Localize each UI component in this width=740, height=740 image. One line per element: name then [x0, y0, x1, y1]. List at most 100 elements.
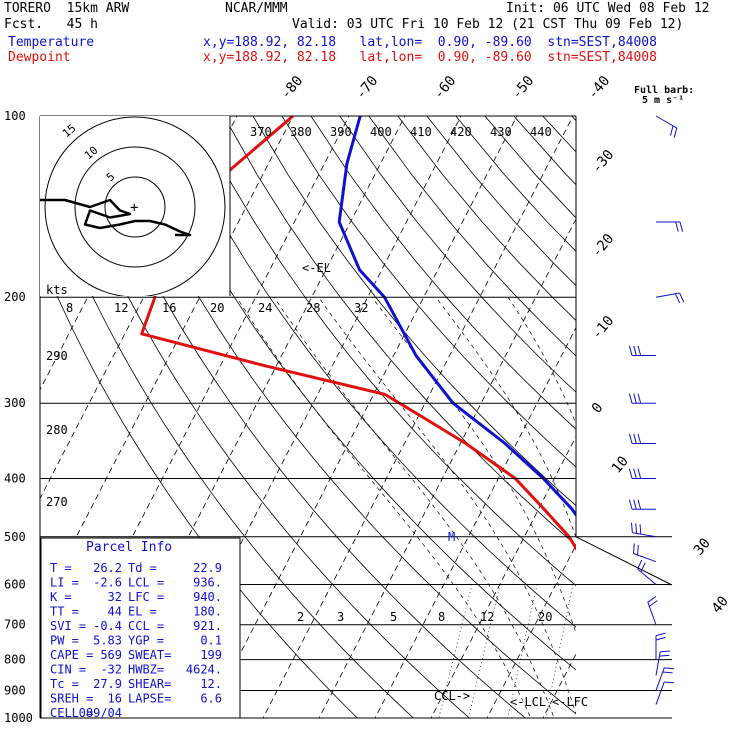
dewpoint-location: x,y=188.92, 82.18 lat,lon= 0.90, -89.60 … — [203, 50, 657, 65]
moist-adiabat — [318, 296, 576, 715]
valid-time: Valid: 03 UTC Fri 10 Feb 12 (21 CST Thu … — [292, 17, 684, 32]
parcel-info-key: CIN = — [50, 663, 86, 677]
annotation-label: M — [448, 530, 455, 544]
dry-adiabat — [165, 116, 576, 628]
wind-barb-flag — [664, 667, 675, 670]
parcel-info-key: LFC = — [128, 590, 164, 604]
pressure-tick-label: 500 — [4, 530, 26, 544]
wind-barb-flag — [648, 600, 658, 607]
wind-barb-flag — [628, 499, 633, 510]
wind-barb-flag — [669, 125, 674, 136]
parcel-info-key: T = — [50, 561, 72, 575]
parcel-info-value: 4624. — [186, 663, 222, 677]
hodograph-speed-tick: 28 — [306, 301, 320, 315]
mixing-ratio-line — [438, 584, 473, 718]
pressure-tick-label: 600 — [4, 577, 26, 591]
wind-barb-flag — [637, 345, 642, 356]
right-axis-slant — [575, 536, 673, 586]
wind-barb-flag — [633, 345, 637, 356]
isotherm-label: 0 — [589, 400, 607, 417]
parcel-info-value: 569 — [100, 648, 122, 662]
wind-barb — [632, 532, 657, 538]
wind-barb-flag — [633, 499, 637, 510]
parcel-info-key: LAPSE= — [128, 692, 171, 706]
pressure-tick-label: 200 — [4, 290, 26, 304]
isotherm — [374, 326, 576, 718]
mixing-ratio-label: 12 — [480, 610, 494, 624]
isotherm — [206, 116, 518, 718]
dry-adiabat — [484, 116, 576, 219]
dry-adiabat — [107, 116, 576, 715]
model-title: TORERO 15km ARW — [4, 1, 130, 16]
full-barb-units: 5 m s⁻¹ — [642, 95, 685, 106]
hodograph-origin: + — [130, 200, 138, 216]
parcel-info-key: SVI = — [50, 619, 86, 633]
isotherm-label: -10 — [589, 313, 618, 343]
dry-adiabat — [601, 116, 740, 731]
isotherm-label: -50 — [509, 73, 538, 103]
mixing-ratio-line — [468, 584, 501, 718]
parcel-info-key: CAPE = — [50, 648, 93, 662]
isotherm — [0, 116, 13, 731]
hodograph: + — [40, 116, 226, 296]
parcel-info-key: CELL = — [50, 706, 93, 720]
wind-barb-flag — [664, 681, 675, 684]
isotherm — [704, 116, 740, 731]
moist-adiabat — [371, 296, 576, 635]
parcel-info-key: Tc = — [50, 677, 79, 691]
parcel-info-value: 22.9 — [193, 561, 222, 575]
wind-barb-flag — [679, 221, 684, 232]
parcel-info-key: SREH = — [50, 692, 93, 706]
wind-barb-flag — [662, 671, 673, 674]
temperature-profile — [337, 116, 576, 518]
wind-barb-flag — [639, 524, 642, 535]
parcel-info-value: 199 — [200, 648, 222, 662]
hodograph-ring — [44, 116, 226, 296]
wind-barb — [633, 553, 657, 563]
parcel-info-value: 089/04 — [79, 706, 122, 720]
wind-barb-flag — [628, 433, 633, 444]
parcel-info-key: YGP = — [128, 634, 164, 648]
wind-barb-flag — [637, 544, 639, 556]
forecast-hour: Fcst. 45 h — [4, 17, 98, 32]
parcel-info-key: CCL = — [128, 619, 164, 633]
wind-barb-flag — [633, 433, 637, 444]
wind-barb-flag — [628, 393, 633, 404]
parcel-info-value: 32 — [108, 590, 122, 604]
isotherm-label: -60 — [431, 73, 460, 103]
theta-label: 370 — [250, 125, 272, 139]
wind-barb-flag — [674, 293, 681, 304]
wind-barb-flag — [660, 650, 671, 653]
hodograph-bg — [40, 116, 230, 296]
theta-label: 410 — [410, 125, 432, 139]
wind-barb-flag — [679, 292, 685, 303]
wind-barb-flag — [655, 632, 666, 637]
parcel-info-value: 921. — [193, 619, 222, 633]
wind-barb-flag — [630, 522, 633, 533]
dry-adiabat — [281, 116, 576, 468]
parcel-info-value: 180. — [193, 605, 222, 619]
theta-label: 400 — [370, 125, 392, 139]
mixing-ratio-label: 2 — [297, 610, 304, 624]
pressure-tick-label: 100 — [4, 109, 26, 123]
wind-barb — [647, 602, 657, 625]
annotation-label: <-EL — [302, 261, 331, 275]
isotherm-label: 40 — [709, 593, 732, 616]
hodograph-speed-tick: 24 — [258, 301, 272, 315]
dry-adiabat — [542, 116, 576, 153]
parcel-info-key: K = — [50, 590, 72, 604]
hodograph-speed-tick: 20 — [210, 301, 224, 315]
wind-barb-flag — [637, 559, 643, 570]
parcel-info-box — [40, 537, 241, 719]
dry-adiabat — [40, 171, 414, 718]
theta-label: 270 — [46, 495, 68, 509]
dry-adiabat — [78, 116, 527, 718]
hodograph-ring — [104, 176, 166, 238]
annotation-label: CCL-> — [434, 689, 470, 703]
wind-barb-flag — [655, 636, 666, 641]
hodograph-ring — [74, 146, 196, 268]
theta-label: 430 — [490, 125, 512, 139]
parcel-info-value: 26.2 — [93, 561, 122, 575]
theta-label: 420 — [450, 125, 472, 139]
wind-barb-flag — [633, 393, 637, 404]
